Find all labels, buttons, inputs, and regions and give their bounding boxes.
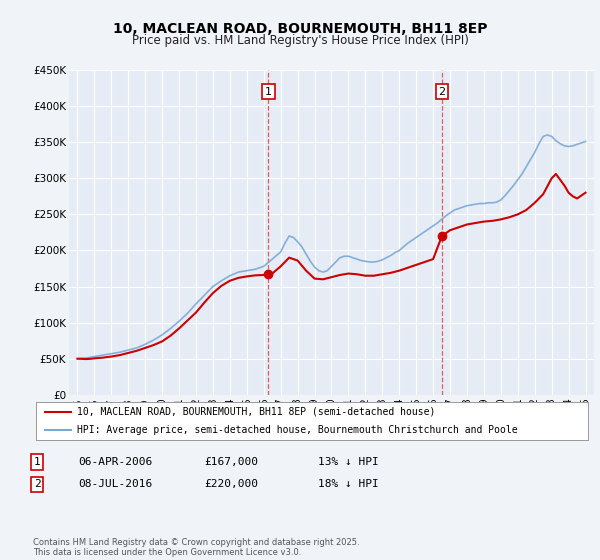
Text: 2: 2 <box>439 87 445 97</box>
Text: 08-JUL-2016: 08-JUL-2016 <box>78 479 152 489</box>
Text: 10, MACLEAN ROAD, BOURNEMOUTH, BH11 8EP: 10, MACLEAN ROAD, BOURNEMOUTH, BH11 8EP <box>113 22 487 36</box>
Text: HPI: Average price, semi-detached house, Bournemouth Christchurch and Poole: HPI: Average price, semi-detached house,… <box>77 425 518 435</box>
Text: 1: 1 <box>265 87 272 97</box>
Text: Contains HM Land Registry data © Crown copyright and database right 2025.
This d: Contains HM Land Registry data © Crown c… <box>33 538 359 557</box>
Text: 18% ↓ HPI: 18% ↓ HPI <box>318 479 379 489</box>
Text: £220,000: £220,000 <box>204 479 258 489</box>
Text: 06-APR-2006: 06-APR-2006 <box>78 457 152 467</box>
Text: 10, MACLEAN ROAD, BOURNEMOUTH, BH11 8EP (semi-detached house): 10, MACLEAN ROAD, BOURNEMOUTH, BH11 8EP … <box>77 407 436 417</box>
Text: Price paid vs. HM Land Registry's House Price Index (HPI): Price paid vs. HM Land Registry's House … <box>131 34 469 46</box>
Text: 1: 1 <box>34 457 41 467</box>
Text: £167,000: £167,000 <box>204 457 258 467</box>
Text: 13% ↓ HPI: 13% ↓ HPI <box>318 457 379 467</box>
Text: 2: 2 <box>34 479 41 489</box>
